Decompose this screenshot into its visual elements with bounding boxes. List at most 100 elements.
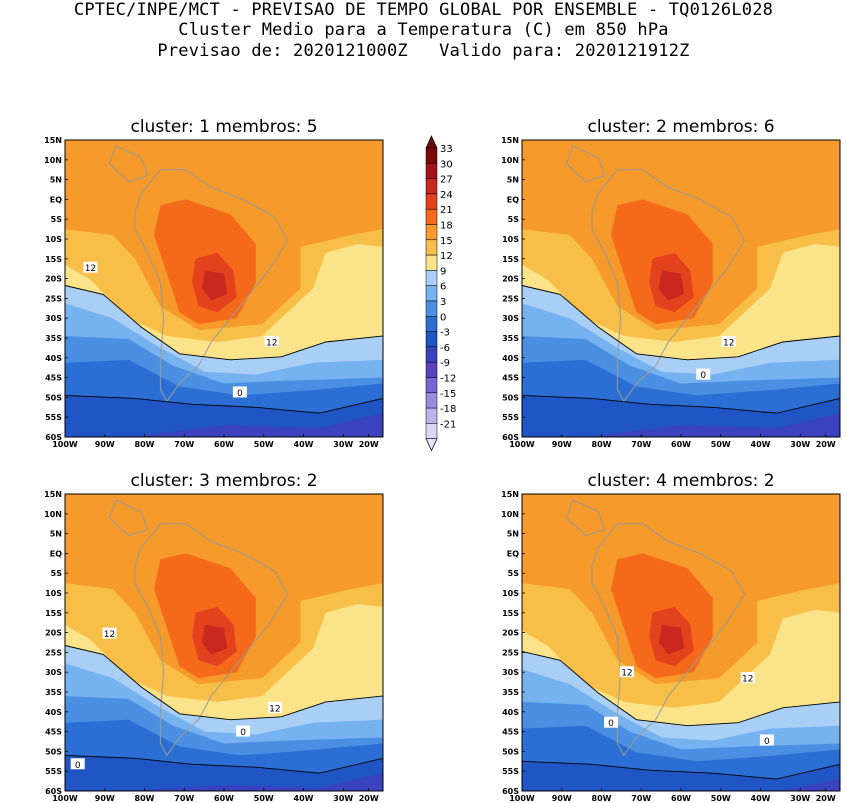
lat-tick-label: 20S — [45, 275, 62, 284]
panel-title: cluster: 3 membros: 2 — [130, 471, 317, 491]
lat-tick-label: 50S — [45, 393, 62, 402]
lat-tick-label: 50S — [45, 747, 62, 756]
temperature-core — [201, 270, 228, 301]
map-panel-4: 12 12 0 0 cluster: 4 membros: 2 15N 10N 5N EQ 5S 1… — [501, 471, 841, 803]
contour-label: 0 — [75, 761, 81, 771]
colorbar-swatch — [425, 392, 438, 409]
colorbar-top-arrow — [425, 135, 438, 149]
lon-tick-label: 40W — [294, 440, 314, 449]
lat-tick-label: 15S — [45, 255, 62, 264]
lat-tick-label: 50S — [502, 393, 519, 402]
lon-tick-label: 40W — [294, 794, 314, 803]
contour-label-bg — [232, 386, 247, 398]
contour-label-bg — [759, 734, 774, 746]
lat-tick-label: 25S — [45, 294, 62, 303]
lat-tick-label: 40S — [45, 708, 62, 717]
colorbar-swatch — [425, 208, 438, 225]
colorbar-label: -15 — [440, 389, 456, 400]
contour-label-bg — [236, 725, 251, 737]
lat-tick-label: 60S — [502, 787, 519, 796]
lat-tick-label: 5S — [51, 569, 63, 578]
colorbar-swatch — [425, 285, 438, 302]
lat-tick-label: 15N — [44, 136, 62, 145]
lat-tick-label: 20S — [502, 275, 519, 284]
figure-title-line-1: CPTEC/INPE/MCT - PREVISAO DE TEMPO GLOBA… — [73, 0, 774, 20]
lon-tick-label: 30W — [333, 794, 353, 803]
contour-label-bg — [102, 627, 117, 639]
lat-tick-label: 55S — [502, 767, 519, 776]
lon-tick-label: 30W — [333, 440, 353, 449]
lon-tick-label: 100W — [52, 440, 78, 449]
lat-tick-label: 30S — [502, 314, 519, 323]
south-america-outline — [591, 523, 746, 757]
central-america-outline — [108, 145, 149, 183]
colorbar-swatch — [425, 193, 438, 210]
lat-tick-label: 55S — [502, 413, 519, 422]
colorbar-swatch — [425, 163, 438, 179]
lat-tick-label: 30S — [45, 668, 62, 677]
lat-tick-label: 10N — [44, 156, 62, 165]
colorbar-swatch — [425, 407, 438, 424]
colorbar-swatch — [425, 377, 438, 394]
temperature-core — [201, 624, 228, 655]
colorbar-label: -9 — [440, 358, 450, 369]
lon-tick-label: 70W — [631, 794, 651, 803]
colorbar-label: -3 — [440, 328, 450, 339]
lat-tick-label: 10N — [501, 156, 519, 165]
colorbar-label: -18 — [440, 404, 456, 415]
lon-tick-label: 90W — [95, 440, 115, 449]
lon-tick-label: 80W — [592, 440, 612, 449]
contour-label: 12 — [269, 704, 280, 714]
lat-tick-label: EQ — [50, 195, 62, 204]
lon-tick-label: 60W — [671, 440, 691, 449]
colorbar-swatch — [425, 254, 438, 271]
lon-tick-label: 80W — [135, 440, 155, 449]
lat-tick-label: 20S — [502, 629, 519, 638]
central-america-outline — [108, 499, 149, 537]
contour-label: 12 — [742, 675, 753, 685]
colorbar-swatch — [425, 178, 438, 195]
lon-tick-label: 90W — [552, 440, 572, 449]
lon-tick-label: 40W — [751, 440, 771, 449]
contour-label-bg — [696, 368, 711, 380]
lon-tick-label: 70W — [631, 440, 651, 449]
lat-tick-label: 40S — [45, 354, 62, 363]
lon-tick-label: 60W — [214, 794, 234, 803]
lon-tick-label: 50W — [711, 794, 731, 803]
lat-tick-label: 5N — [50, 530, 62, 539]
contour-label: 0 — [764, 737, 770, 747]
lat-tick-label: 35S — [45, 688, 62, 697]
colorbar-label: 21 — [440, 205, 453, 216]
colorbar-label: 6 — [440, 282, 446, 293]
contour-12 — [521, 285, 841, 361]
colorbar-swatch — [425, 300, 438, 317]
lon-tick-label: 20W — [816, 794, 836, 803]
contour-label: 0 — [608, 719, 614, 729]
map-panel-3: 12 12 0 0 cluster: 3 membros: 2 15N 10N 5N EQ 5S 1… — [44, 471, 384, 803]
lat-tick-label: 35S — [45, 334, 62, 343]
contour-12 — [64, 645, 384, 721]
colorbar-label: -21 — [440, 419, 456, 430]
temperature-core — [658, 624, 685, 655]
colorbar-bottom-arrow — [425, 438, 438, 452]
lon-tick-label: 50W — [711, 440, 731, 449]
contour-label: 12 — [85, 264, 96, 274]
lat-tick-label: 20S — [45, 629, 62, 638]
lon-tick-label: 50W — [254, 440, 274, 449]
colorbar-swatch — [425, 147, 438, 164]
temperature-band-minus6-minus3 — [585, 413, 840, 437]
colorbar-label: -6 — [440, 343, 450, 354]
lon-tick-label: 70W — [174, 440, 194, 449]
colorbar-label: 9 — [440, 266, 446, 277]
contour-label: 0 — [700, 371, 706, 381]
map-panel-2: 12 0 cluster: 2 membros: 6 15N 10N 5N EQ 5S 10S 1… — [501, 117, 841, 449]
lat-tick-label: 5N — [50, 176, 62, 185]
lat-tick-label: 10S — [45, 235, 62, 244]
lat-tick-label: 15S — [502, 609, 519, 618]
lon-tick-label: 90W — [95, 794, 115, 803]
lat-tick-label: 45S — [502, 374, 519, 383]
panel-title: cluster: 4 membros: 2 — [587, 471, 774, 491]
lon-tick-label: 60W — [214, 440, 234, 449]
